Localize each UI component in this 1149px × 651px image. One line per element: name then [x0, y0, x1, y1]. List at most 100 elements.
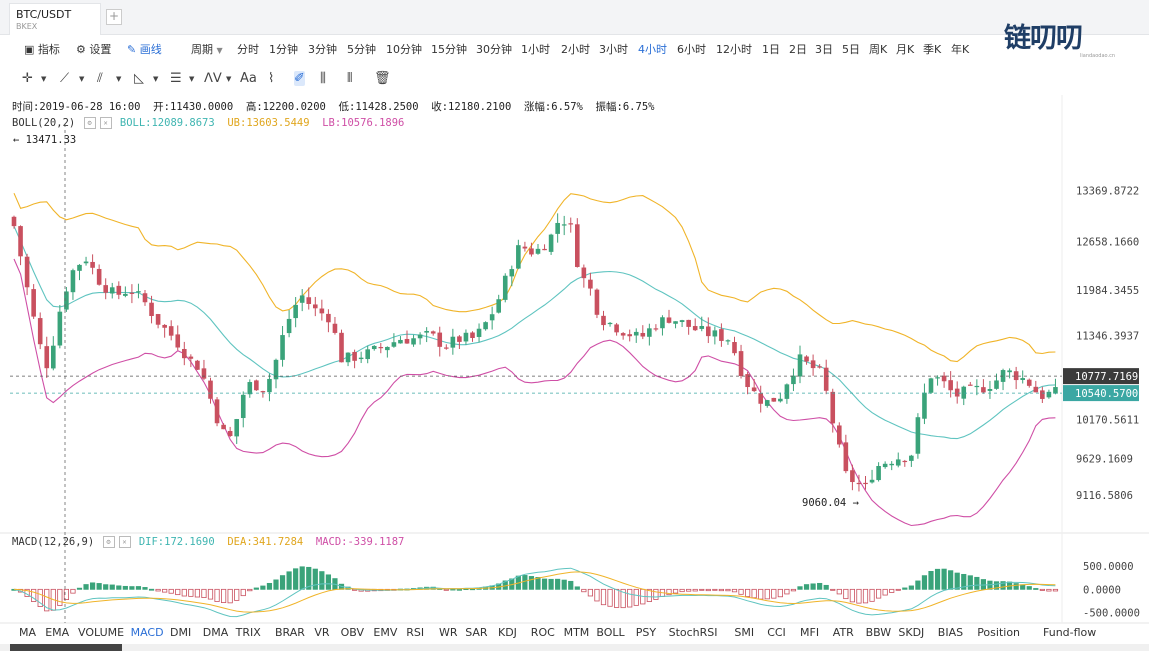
period-5[interactable]: 15分钟	[431, 43, 467, 56]
wave-icon[interactable]: ᐱᐯ	[204, 71, 222, 86]
period-18[interactable]: 月K	[896, 43, 915, 56]
ruler-icon[interactable]: ⌇	[268, 71, 275, 86]
indicator-brar[interactable]: BRAR	[275, 626, 305, 639]
period-7[interactable]: 1小时	[521, 43, 550, 56]
candle-body	[345, 352, 351, 363]
period-8[interactable]: 2小时	[561, 43, 590, 56]
period-9[interactable]: 3小时	[599, 43, 628, 56]
indicator-mtm[interactable]: MTM	[563, 626, 590, 639]
indicator-fund-flow[interactable]: Fund-flow	[1043, 626, 1097, 639]
caret-down-icon[interactable]: ▼	[153, 75, 159, 83]
period-4[interactable]: 10分钟	[386, 43, 422, 56]
indicator-dma[interactable]: DMA	[202, 626, 229, 639]
period-6[interactable]: 30分钟	[476, 43, 512, 56]
indicator-rsi[interactable]: RSI	[406, 626, 425, 639]
indicator-boll[interactable]: BOLL	[596, 626, 625, 639]
period-17[interactable]: 周K	[869, 43, 888, 56]
indicator-obv[interactable]: OBV	[340, 626, 364, 639]
draw-button[interactable]: ✎ 画线	[127, 41, 162, 57]
macd-histogram-bar	[784, 588, 790, 595]
boll-settings-icon[interactable]: ⚙	[83, 117, 96, 129]
indicator-skdj[interactable]: SKDJ	[898, 626, 925, 639]
caret-down-icon[interactable]: ▼	[41, 75, 47, 83]
indicators-button[interactable]: ▣ 指标	[24, 41, 60, 57]
channel-icon[interactable]: ⫽	[97, 71, 103, 86]
indicator-roc[interactable]: ROC	[530, 626, 555, 639]
indicator-cci[interactable]: CCI	[767, 626, 786, 639]
indicator-stochrsi[interactable]: StochRSI	[668, 626, 718, 639]
indicator-ema[interactable]: EMA	[45, 626, 70, 639]
trash-icon[interactable]: 🗑	[374, 71, 391, 86]
caret-down-icon[interactable]: ▼	[116, 75, 122, 83]
macd-close-icon[interactable]: ✕	[118, 536, 131, 548]
macd-dea: DEA:341.7284	[227, 536, 304, 548]
period-12[interactable]: 12小时	[716, 43, 752, 56]
period-13[interactable]: 1日	[762, 43, 780, 56]
indicator-kdj[interactable]: KDJ	[498, 626, 517, 639]
period-3[interactable]: 5分钟	[347, 43, 376, 56]
indicator-volume[interactable]: VOLUME	[78, 626, 125, 639]
indicator-wr[interactable]: WR	[439, 626, 458, 639]
macd-histogram-bar	[594, 588, 600, 602]
candle-body	[876, 465, 881, 481]
candle-body	[882, 463, 888, 468]
candle-body	[444, 347, 449, 349]
symbol-name: BTC/USDT	[16, 8, 72, 21]
candle-body	[70, 270, 76, 293]
lock-icon[interactable]: ⫼	[320, 71, 326, 86]
settings-button[interactable]: ⚙ 设置	[76, 41, 111, 57]
text-tool-icon[interactable]: Aa	[240, 71, 257, 86]
period-15[interactable]: 3日	[815, 43, 833, 56]
indicator-sar[interactable]: SAR	[465, 626, 488, 639]
period-19[interactable]: 季K	[923, 43, 942, 56]
candle-body	[594, 289, 600, 315]
candle-body	[588, 279, 593, 289]
indicator-ma[interactable]: MA	[19, 626, 37, 639]
candle-body	[358, 357, 364, 360]
eye-icon[interactable]: ⫴	[347, 71, 353, 86]
indicator-psy[interactable]: PSY	[635, 626, 657, 639]
info-high: 高:12200.0200	[245, 101, 326, 113]
trendline-icon[interactable]: ⟋	[60, 71, 70, 86]
indicator-bbw[interactable]: BBW	[865, 626, 892, 639]
indicator-mfi[interactable]: MFI	[800, 626, 820, 639]
period-11[interactable]: 6小时	[677, 43, 706, 56]
triangle-icon[interactable]: ◺	[134, 71, 144, 86]
period-0[interactable]: 分时	[237, 43, 259, 56]
fib-lines-icon[interactable]: ☰	[170, 71, 182, 86]
macd-histogram-bar	[889, 588, 895, 593]
period-1[interactable]: 1分钟	[269, 43, 298, 56]
macd-settings-icon[interactable]: ⚙	[102, 536, 115, 548]
symbol-tab[interactable]: BTC/USDT BKEX	[9, 3, 101, 35]
indicator-trix[interactable]: TRIX	[235, 626, 261, 639]
indicator-vr[interactable]: VR	[314, 626, 330, 639]
price-tick-label: 13369.8722	[1076, 186, 1139, 198]
crosshair-icon[interactable]: ✛	[22, 71, 33, 86]
indicator-position[interactable]: Position	[977, 626, 1021, 639]
period-dropdown[interactable]: 周期 ▼	[191, 41, 223, 57]
macd-histogram-bar	[699, 588, 705, 591]
boll-close-icon[interactable]: ✕	[99, 117, 112, 129]
magnet-icon[interactable]: ✐	[294, 71, 305, 86]
indicator-bias[interactable]: BIAS	[937, 626, 964, 639]
period-20[interactable]: 年K	[951, 43, 970, 56]
indicator-macd[interactable]: MACD	[130, 626, 164, 639]
indicator-emv[interactable]: EMV	[373, 626, 398, 639]
caret-down-icon[interactable]: ▼	[189, 75, 195, 83]
period-10[interactable]: 4小时	[638, 43, 667, 56]
macd-histogram-bar	[31, 588, 37, 602]
candle-body	[935, 377, 940, 379]
add-tab-button[interactable]: +	[106, 9, 122, 25]
indicator-atr[interactable]: ATR	[832, 626, 854, 639]
macd-histogram-bar	[443, 588, 449, 591]
caret-down-icon[interactable]: ▼	[226, 75, 232, 83]
caret-down-icon[interactable]: ▼	[79, 75, 85, 83]
period-14[interactable]: 2日	[789, 43, 807, 56]
indicator-dmi[interactable]: DMI	[170, 626, 192, 639]
indicator-smi[interactable]: SMI	[734, 626, 755, 639]
period-16[interactable]: 5日	[842, 43, 860, 56]
macd-histogram-bar	[162, 588, 168, 593]
period-2[interactable]: 3分钟	[308, 43, 337, 56]
candle-body	[837, 425, 842, 445]
